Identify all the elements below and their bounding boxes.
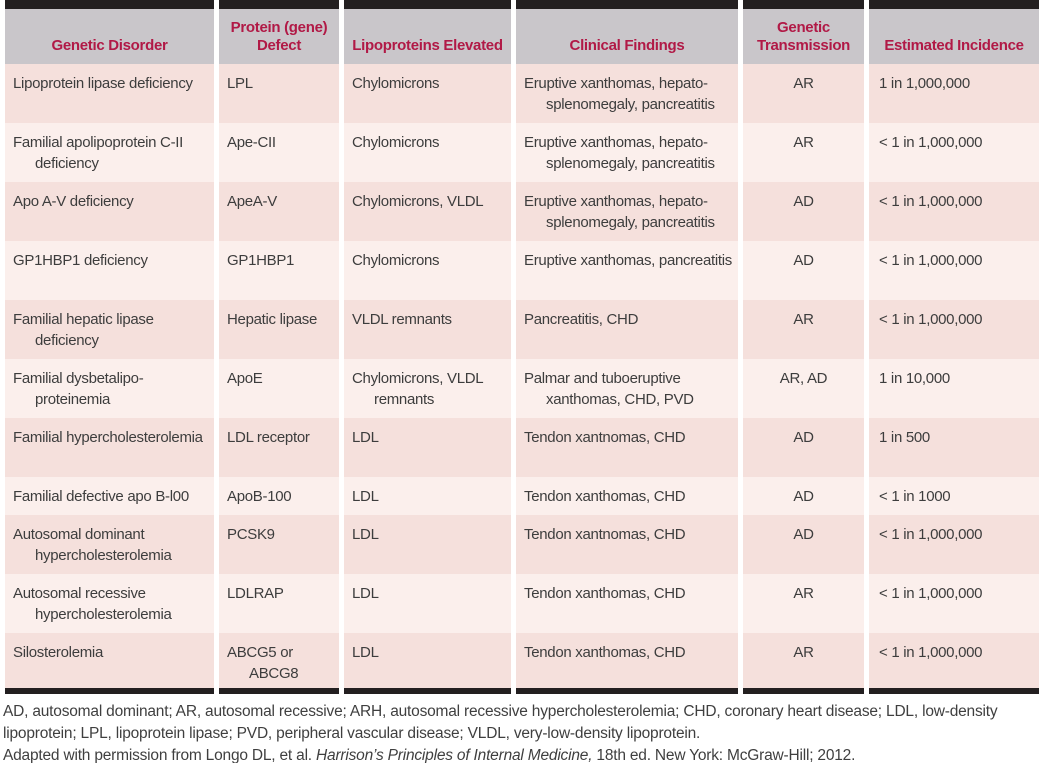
cell-protein-defect: LDL receptor	[219, 418, 339, 477]
cell-lipoproteins-elevated: LDL	[344, 418, 511, 477]
column-header-genetic-transmission: Genetic Transmission	[743, 0, 864, 64]
source-citation: Adapted with permission from Longo DL, e…	[3, 745, 1041, 763]
citation-book-title: Harrison’s Principles of Internal Medici…	[316, 747, 593, 763]
cell-clinical-findings: Tendon xantnomas, CHD	[516, 515, 738, 574]
cell-genetic-disorder: Autosomal dominant hypercholesterolemia	[5, 515, 214, 574]
column-header-protein-gene-defect: Protein (gene) Defect	[219, 0, 339, 64]
cell-lipoproteins-elevated: LDL	[344, 574, 511, 633]
cell-genetic-transmission: AR, AD	[743, 359, 864, 418]
cell-estimated-incidence: < 1 in 1,000,000	[869, 182, 1039, 241]
cell-protein-defect: Ape-CII	[219, 123, 339, 182]
table-body: Lipoprotein lipase deficiency LPL Chylomic…	[5, 64, 1039, 694]
table-row: Familial dysbetalipo-proteinemia ApoE Chyl…	[5, 359, 1039, 418]
cell-clinical-findings: Eruptive xanthomas, hepato-splenomegaly,…	[516, 182, 738, 241]
cell-genetic-disorder: Familial hypercholesterolemia	[5, 418, 214, 477]
cell-protein-defect: ApoE	[219, 359, 339, 418]
cell-lipoproteins-elevated: Chylomicrons	[344, 241, 511, 300]
column-header-lipoproteins-elevated: Lipoproteins Elevated	[344, 0, 511, 64]
table-row: Familial hypercholesterolemia LDL recepto…	[5, 418, 1039, 477]
genetic-disorders-table: Genetic Disorder Protein (gene) Defect L…	[5, 0, 1039, 694]
table-header: Genetic Disorder Protein (gene) Defect L…	[5, 0, 1039, 64]
cell-lipoproteins-elevated: Chylomicrons, VLDL remnants	[344, 359, 511, 418]
cell-genetic-transmission: AR	[743, 633, 864, 694]
cell-clinical-findings: Eruptive xanthomas, pancreatitis	[516, 241, 738, 300]
cell-genetic-transmission: AR	[743, 300, 864, 359]
cell-estimated-incidence: 1 in 500	[869, 418, 1039, 477]
table-footnotes: AD, autosomal dominant; AR, autosomal re…	[0, 694, 1044, 763]
cell-protein-defect: ABCG5 or ABCG8	[219, 633, 339, 694]
cell-genetic-disorder: Silosterolemia	[5, 633, 214, 694]
cell-protein-defect: PCSK9	[219, 515, 339, 574]
table-row: Autosomal dominant hypercholesterolemia P…	[5, 515, 1039, 574]
cell-estimated-incidence: < 1 in 1,000,000	[869, 123, 1039, 182]
cell-genetic-disorder: Autosomal recessive hypercholesterolemia	[5, 574, 214, 633]
cell-genetic-disorder: Familial hepatic lipase deficiency	[5, 300, 214, 359]
cell-genetic-disorder: Apo A-V deficiency	[5, 182, 214, 241]
cell-lipoproteins-elevated: Chylomicrons, VLDL	[344, 182, 511, 241]
cell-protein-defect: LDLRAP	[219, 574, 339, 633]
cell-genetic-transmission: AR	[743, 574, 864, 633]
cell-clinical-findings: Pancreatitis, CHD	[516, 300, 738, 359]
cell-lipoproteins-elevated: VLDL remnants	[344, 300, 511, 359]
table-row: Lipoprotein lipase deficiency LPL Chylomic…	[5, 64, 1039, 123]
table-row: Familial apolipoprotein C-II deficiency A…	[5, 123, 1039, 182]
cell-protein-defect: Hepatic lipase	[219, 300, 339, 359]
citation-prefix: Adapted with permission from Longo DL, e…	[3, 747, 317, 763]
cell-genetic-transmission: AD	[743, 182, 864, 241]
cell-genetic-disorder: Lipoprotein lipase deficiency	[5, 64, 214, 123]
cell-estimated-incidence: < 1 in 1000	[869, 477, 1039, 515]
cell-estimated-incidence: 1 in 10,000	[869, 359, 1039, 418]
column-header-clinical-findings: Clinical Findings	[516, 0, 738, 64]
cell-protein-defect: GP1HBP1	[219, 241, 339, 300]
cell-genetic-disorder: GP1HBP1 deficiency	[5, 241, 214, 300]
cell-clinical-findings: Eruptive xanthomas, hepato-splenomegaly,…	[516, 123, 738, 182]
cell-genetic-transmission: AD	[743, 418, 864, 477]
cell-clinical-findings: Tendon xanthomas, CHD	[516, 633, 738, 694]
cell-estimated-incidence: 1 in 1,000,000	[869, 64, 1039, 123]
cell-clinical-findings: Eruptive xanthomas, hepato-splenomegaly,…	[516, 64, 738, 123]
cell-lipoproteins-elevated: Chylomicrons	[344, 64, 511, 123]
cell-clinical-findings: Tendon xantnomas, CHD	[516, 418, 738, 477]
table-row: Apo A-V deficiency ApeA-V Chylomicrons, VL…	[5, 182, 1039, 241]
table-row: Autosomal recessive hypercholesterolemia…	[5, 574, 1039, 633]
cell-clinical-findings: Tendon xanthomas, CHD	[516, 574, 738, 633]
cell-genetic-disorder: Familial apolipoprotein C-II deficiency	[5, 123, 214, 182]
cell-estimated-incidence: < 1 in 1,000,000	[869, 300, 1039, 359]
table-row: Familial defective apo B-l00 ApoB-100 LDL T…	[5, 477, 1039, 515]
citation-suffix: 18th ed. New York: McGraw-Hill; 2012.	[592, 747, 856, 763]
cell-estimated-incidence: < 1 in 1,000,000	[869, 574, 1039, 633]
abbreviations-note: AD, autosomal dominant; AR, autosomal re…	[3, 703, 998, 742]
table-row: Familial hepatic lipase deficiency Hepati…	[5, 300, 1039, 359]
cell-lipoproteins-elevated: Chylomicrons	[344, 123, 511, 182]
cell-genetic-transmission: AD	[743, 515, 864, 574]
column-header-estimated-incidence: Estimated Incidence	[869, 0, 1039, 64]
cell-lipoproteins-elevated: LDL	[344, 477, 511, 515]
cell-genetic-transmission: AR	[743, 64, 864, 123]
cell-protein-defect: LPL	[219, 64, 339, 123]
cell-lipoproteins-elevated: LDL	[344, 515, 511, 574]
table-row: Silosterolemia ABCG5 or ABCG8 LDL Tendon xa…	[5, 633, 1039, 694]
cell-protein-defect: ApoB-100	[219, 477, 339, 515]
header-row: Genetic Disorder Protein (gene) Defect L…	[5, 0, 1039, 64]
cell-genetic-disorder: Familial defective apo B-l00	[5, 477, 214, 515]
cell-estimated-incidence: < 1 in 1,000,000	[869, 515, 1039, 574]
cell-genetic-transmission: AD	[743, 241, 864, 300]
cell-genetic-transmission: AR	[743, 123, 864, 182]
cell-protein-defect: ApeA-V	[219, 182, 339, 241]
cell-lipoproteins-elevated: LDL	[344, 633, 511, 694]
table-row: GP1HBP1 deficiency GP1HBP1 Chylomicrons Eru…	[5, 241, 1039, 300]
column-header-genetic-disorder: Genetic Disorder	[5, 0, 214, 64]
cell-estimated-incidence: < 1 in 1,000,000	[869, 241, 1039, 300]
cell-clinical-findings: Tendon xanthomas, CHD	[516, 477, 738, 515]
cell-genetic-disorder: Familial dysbetalipo-proteinemia	[5, 359, 214, 418]
cell-estimated-incidence: < 1 in 1,000,000	[869, 633, 1039, 694]
cell-genetic-transmission: AD	[743, 477, 864, 515]
cell-clinical-findings: Palmar and tuboeruptive xanthomas, CHD, …	[516, 359, 738, 418]
